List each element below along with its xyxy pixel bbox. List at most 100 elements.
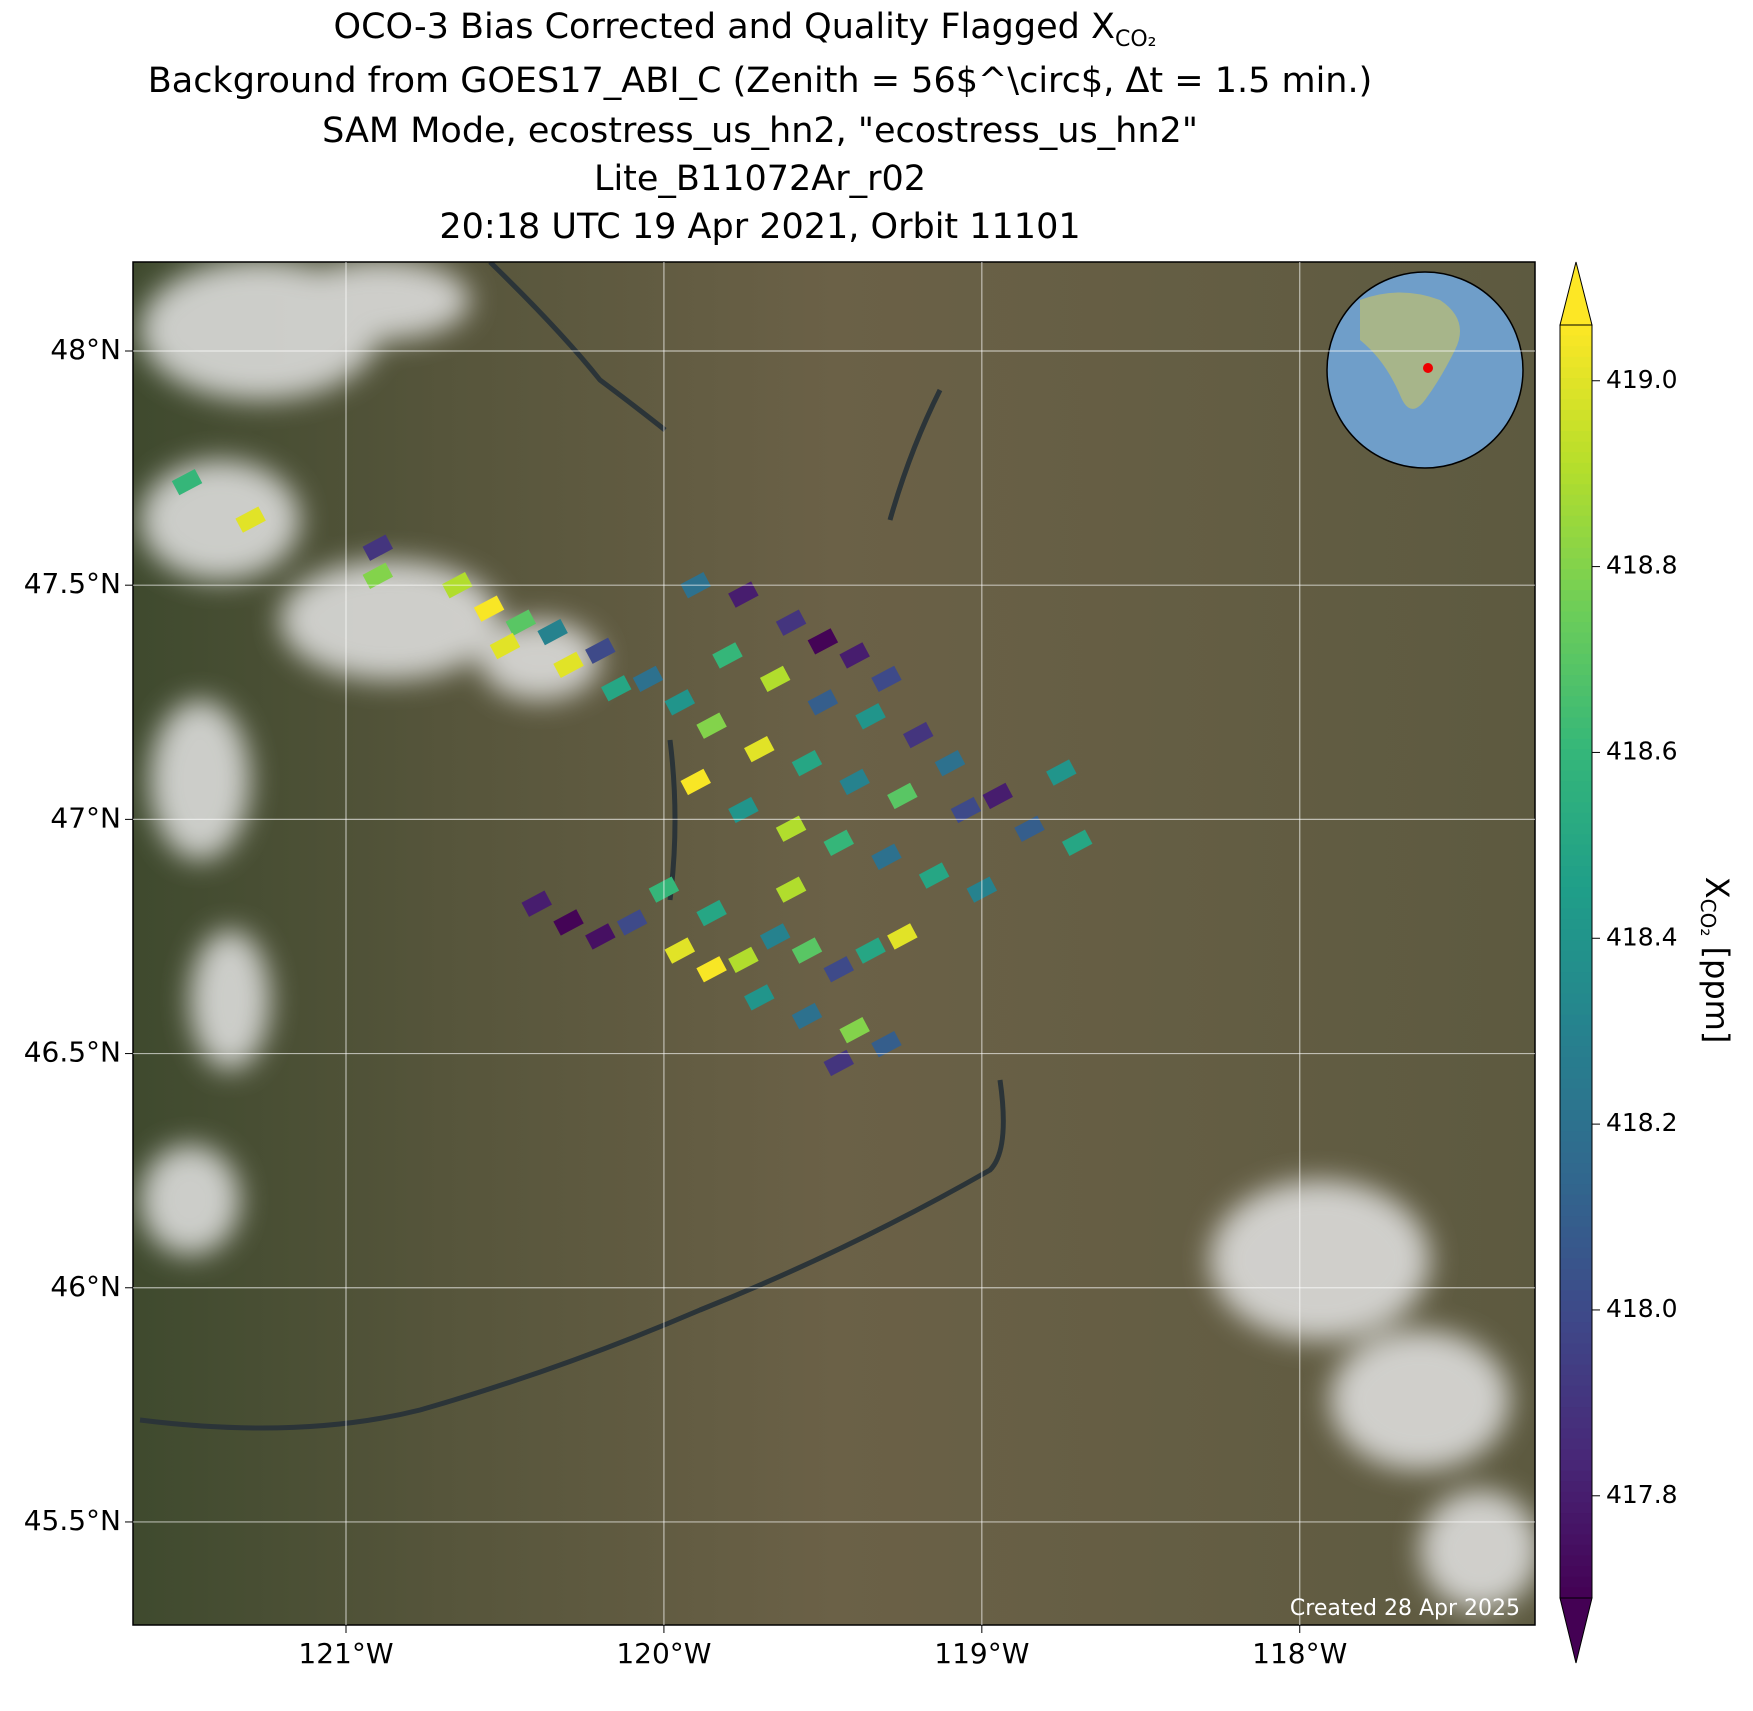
colorbar-segment [1560, 1364, 1592, 1376]
colorbar-segment [1560, 1332, 1592, 1344]
colorbar-segment [1560, 1120, 1592, 1132]
colorbar-segment [1560, 441, 1592, 453]
colorbar-segment [1560, 728, 1592, 740]
colorbar-segment [1560, 1354, 1592, 1366]
colorbar-segment [1560, 462, 1592, 475]
sounding-cell [855, 937, 886, 964]
colorbar: 419.0 418.8 418.6 418.4 418.2 418.0 417.8 [1559, 261, 1678, 1664]
map-frame [132, 261, 1536, 1626]
x-tick-label: 120°W [616, 1637, 711, 1670]
colorbar-segment [1560, 1110, 1592, 1122]
colorbar-extend-max [1559, 261, 1593, 326]
sounding-cell [696, 956, 727, 983]
sounding-cell [1061, 829, 1093, 856]
sounding-cell [664, 937, 696, 964]
colorbar-segment [1560, 887, 1592, 899]
colorbar-segment [1560, 866, 1592, 878]
colorbar-segment [1560, 1152, 1592, 1164]
colorbar-segment [1560, 579, 1592, 591]
colorbar-segment [1560, 823, 1592, 835]
colorbar-extend-min [1559, 1597, 1593, 1664]
colorbar-segment [1560, 759, 1592, 772]
colorbar-segment [1560, 664, 1592, 676]
colorbar-segment [1560, 1587, 1592, 1599]
colorbar-segment [1560, 1544, 1592, 1557]
colorbar-segment [1560, 1417, 1592, 1429]
background-image [133, 262, 1535, 1625]
colorbar-segment [1560, 1141, 1592, 1154]
colorbar-segment [1560, 1396, 1592, 1408]
colorbar-segment [1560, 473, 1592, 485]
sounding-cell [362, 534, 394, 561]
title-line: Background from GOES17_ABI_C (Zenith = 5… [148, 61, 1373, 101]
colorbar-segment [1560, 855, 1592, 867]
colorbar-segment [1560, 940, 1592, 952]
colorbar-segment [1560, 1481, 1592, 1493]
colorbar-segment [1560, 399, 1592, 411]
colorbar-segment [1560, 791, 1592, 803]
colorbar-segment [1560, 1513, 1592, 1525]
sounding-cell [887, 782, 918, 810]
colorbar-segment [1560, 1534, 1592, 1546]
colorbar-segment [1560, 993, 1592, 1005]
colorbar-tick-label: 418.6 [1606, 736, 1678, 765]
colorbar-segment [1560, 781, 1592, 793]
colorbar-segment [1560, 1470, 1592, 1482]
colorbar-tick-label: 419.0 [1606, 365, 1678, 394]
colorbar-segment [1560, 1407, 1592, 1419]
sounding-cell [616, 909, 648, 936]
colorbar-segment [1560, 1216, 1592, 1228]
title-line: Lite_B11072Ar_r02 [594, 159, 926, 199]
colorbar-segment [1560, 1258, 1592, 1270]
sounding-cell [537, 618, 568, 646]
sounding-cell [775, 876, 807, 903]
colorbar-segment [1560, 1247, 1592, 1260]
colorbar-tick-label: 418.0 [1606, 1294, 1678, 1323]
y-tick-label: 48°N [50, 333, 121, 366]
sounding-cell [712, 642, 743, 669]
colorbar-segment [1560, 653, 1592, 666]
globe-inset [1326, 271, 1524, 469]
colorbar-segment [1560, 929, 1592, 941]
colorbar-label-unit: [ppm] [1698, 936, 1736, 1043]
sounding-cell [585, 923, 616, 950]
colorbar-segment [1560, 1438, 1592, 1451]
sounding-cell [553, 651, 584, 678]
soundings [171, 468, 1093, 1077]
sounding-cell [664, 689, 696, 716]
colorbar-segment [1560, 526, 1592, 538]
colorbar-segment [1560, 325, 1592, 337]
sounding-cell [934, 750, 966, 777]
sounding-cell [791, 750, 823, 777]
colorbar-segment [1560, 897, 1592, 910]
colorbar-segment [1560, 1226, 1592, 1238]
sounding-cell [600, 675, 632, 702]
sounding-cell [696, 899, 727, 927]
colorbar-segment [1560, 1056, 1592, 1069]
colorbar-tick-label: 418.2 [1606, 1108, 1678, 1137]
sounding-cell [791, 937, 823, 964]
colorbar-segment [1560, 600, 1592, 613]
colorbar-segment [1560, 1375, 1592, 1387]
colorbar-segment [1560, 1311, 1592, 1323]
colorbar-segment [1560, 770, 1592, 782]
colorbar-segment [1560, 356, 1592, 369]
colorbar-segment [1560, 1279, 1592, 1291]
colorbar-segment [1560, 961, 1592, 973]
sounding-cell [744, 984, 775, 1011]
sounding-cell [489, 632, 521, 660]
colorbar-segment [1560, 1460, 1592, 1472]
colorbar-segment [1560, 834, 1592, 846]
sounding-cell [775, 815, 807, 842]
colorbar-segment [1560, 685, 1592, 697]
colorbar-segment [1560, 643, 1592, 655]
colorbar-segment [1560, 696, 1592, 708]
sounding-cell [855, 703, 886, 730]
sounding-cell [473, 595, 505, 622]
colorbar-segment [1560, 632, 1592, 644]
sounding-cell [775, 609, 807, 636]
colorbar-segment [1560, 717, 1592, 729]
colorbar-segment [1560, 378, 1592, 390]
colorbar-segment [1560, 812, 1592, 825]
